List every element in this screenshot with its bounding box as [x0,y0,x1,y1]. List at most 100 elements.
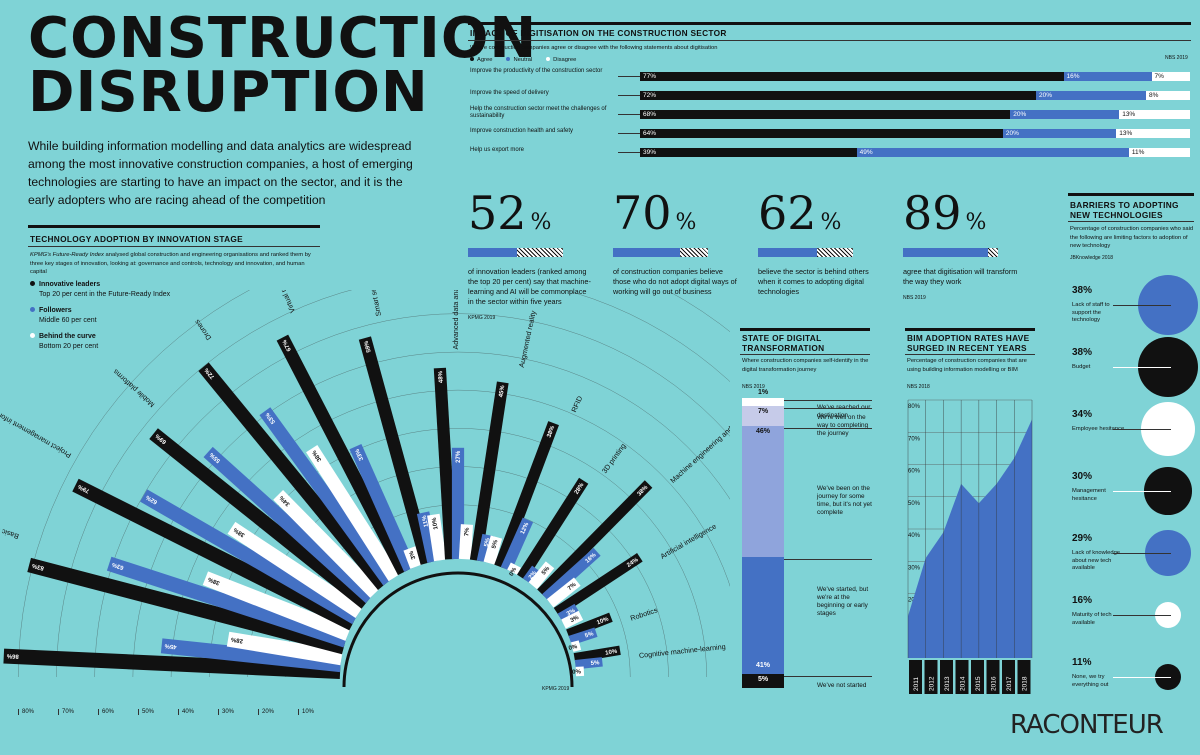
fan-bar-group: 63% [106,556,349,648]
stats-row: 52% of innovation leaders (ranked among t… [468,186,1058,321]
legend-disagree: Disagree [546,56,576,65]
barrier-leader [1113,429,1171,430]
fan-bar-behind-the-curve [306,444,400,582]
impact-bar-neutral: 20% [1036,91,1146,100]
fan-bar-group: 3% [557,603,580,623]
impact-bar-agree-label: 72% [643,92,657,99]
fan-bar-group: 7% [546,577,581,608]
impact-bar-neutral: 49% [856,148,1129,157]
fan-bar-innovative-leaders [433,367,458,560]
impact-bar-agree: 72% [640,91,1036,100]
barriers-subrule [1068,221,1194,222]
fan-bar-innovative-leaders [72,478,356,631]
barrier-label: Lack of staff to support the technology [1072,302,1110,323]
stat-bar-fill [758,248,817,257]
fan-bar-label: 28% [230,636,243,644]
impact-row: Improve construction health and safety 64… [468,123,1191,141]
fan-bar-innovative-leaders [537,480,653,597]
bim-ytick: 30% [908,565,921,571]
state-segment: 7% [742,406,784,426]
stat-block: 62% believe the sector is behind others w… [758,190,893,297]
bim-year-label: 2011 [913,677,920,691]
impact-bar-agree: 77% [640,72,1064,81]
fan-bar-group: 38% [306,444,400,582]
fan-bar-group: 0% [572,666,585,677]
fan-category-label: 3D printing [600,442,628,475]
impact-bar-disagree: 8% [1146,91,1190,100]
fan-bar-label: 3% [566,608,577,618]
fan-bar-group: 62% [140,489,360,625]
impact-bar-neutral-label: 20% [1039,92,1053,99]
intro-text: While building information modelling and… [28,139,413,207]
stat-bar [758,248,853,257]
fan-bar-group: 86% [3,648,341,680]
bim-year-label: 2014 [960,676,967,691]
barrier-item: 29% Lack of knowledge about new tech avai… [1068,523,1200,583]
barrier-circle [1141,402,1195,456]
state-text: We've not started [817,681,867,689]
bim-year-box [955,660,969,694]
state-chart: 1% We've reached our destination 7% We're w… [742,389,872,692]
scale-tick: 40% [178,709,194,715]
fan-bar-label: 59% [364,339,373,353]
fan-bar-behind-the-curve [483,535,503,565]
barrier-label: Lack of knowledge about new tech availab… [1072,550,1121,571]
scale-tick: 10% [298,709,314,715]
guide-arc [94,313,730,678]
state-divider [784,559,872,561]
legend-followers: Followers Middle 60 per cent [30,306,170,326]
impact-row-leader [618,152,640,153]
fan-bar-group: 69% [149,428,371,609]
impact-row-label: Improve the productivity of the construc… [470,68,603,74]
bim-subrule [905,354,1035,355]
fan-bar-behind-the-curve [273,490,380,598]
stat-bar-fill [468,248,518,257]
state-subtitle: Where construction companies self-identi… [742,358,869,373]
fan-bar-group: 45% [160,638,342,673]
barrier-leader [1113,615,1171,616]
fan-bar-innovative-leaders [198,362,389,591]
state-heading: STATE OF DIGITAL TRANSFORMATION [742,333,825,353]
barrier-item: 38% Budget [1068,337,1200,397]
fan-bar-innovative-leaders [566,612,613,639]
scale-tick: 30% [218,709,234,715]
fan-category-label: Basic data analytics [0,513,20,541]
adoption-rule [28,225,320,228]
barrier-pct: 29% [1072,533,1093,544]
state-segment-label: 1% [757,389,769,396]
impact-bar-neutral-label: 49% [859,149,873,156]
stat-number: 52% [468,186,552,240]
state-rule [740,328,870,331]
fan-bar-group: 5% [528,561,555,590]
fan-bar-group: 5% [568,627,598,646]
fan-bar-label: 5% [590,660,600,667]
bim-year-label: 2013 [944,676,951,691]
fan-bar-label: 10% [605,649,618,657]
fan-bar-group: 45% [469,381,509,562]
adoption-legend: Innovative leaders Top 20 per cent in the… [30,280,170,352]
fan-bar-behind-the-curve [570,640,582,652]
fan-bar-group: 0% [568,640,582,652]
fan-bar-label: 63% [111,561,125,571]
adoption-source: KPMG 2019 [542,686,570,692]
fan-bar-label: 5% [484,537,492,547]
state-text: We've started, but we're at the beginnin… [817,586,869,618]
impact-bar-disagree-label: 7% [1154,73,1164,80]
stat-bar [903,248,998,257]
fan-bar-behind-the-curve [528,561,555,590]
stat-bar [613,248,708,257]
scale-tick: 60% [98,709,114,715]
impact-rule [468,22,1191,25]
scale-tick: 50% [138,709,154,715]
stat-number: 89% [903,186,987,240]
stat-block: 89% agree that digitisation will transfor… [903,190,1038,301]
fan-bar-label: 12% [520,521,531,535]
impact-bar-neutral: 20% [1002,129,1117,138]
fan-bar-group: 28% [517,477,589,581]
bim-area-chart: 80%70%60%50%40%30%20%10%2011201220132014… [907,399,1033,694]
fan-bar-innovative-leaders [358,336,433,565]
fan-bar-label: 24% [626,557,640,569]
impact-row-leader [618,76,640,77]
fan-bar-followers [542,547,601,602]
state-segment-label: 5% [757,676,769,684]
